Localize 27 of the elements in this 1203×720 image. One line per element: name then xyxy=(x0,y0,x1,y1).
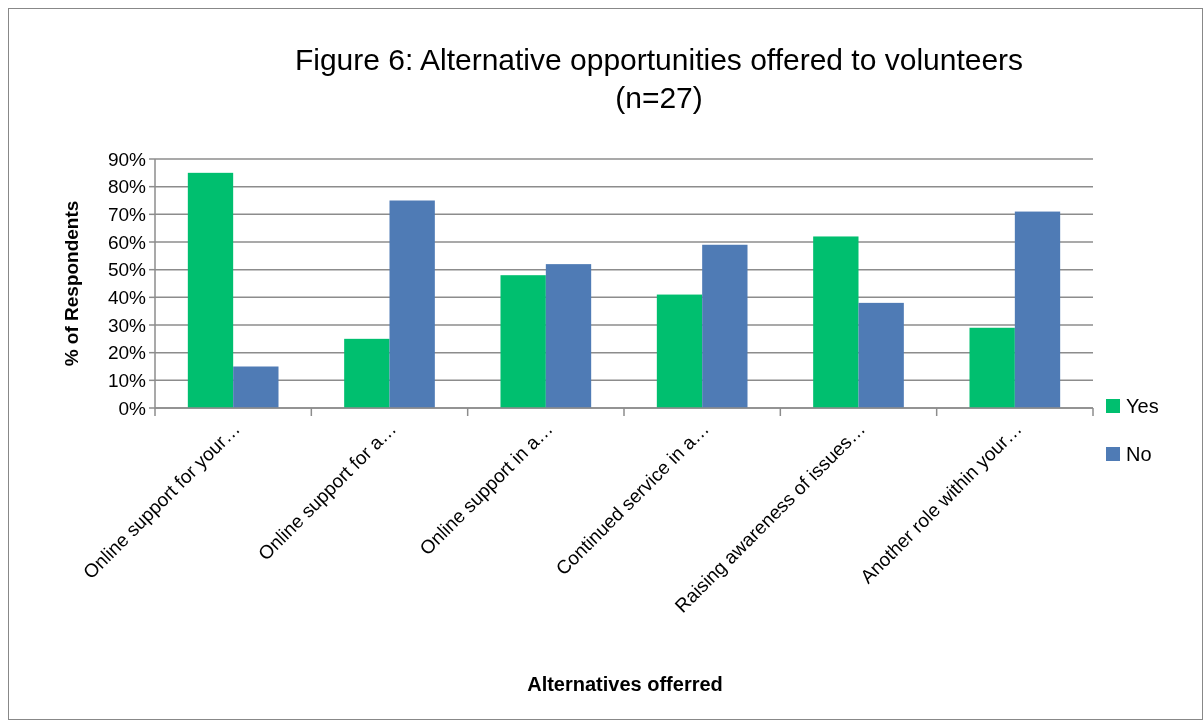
bar xyxy=(969,327,1015,408)
bar xyxy=(545,264,592,408)
bar xyxy=(389,200,435,408)
y-tick-label: 20% xyxy=(107,342,147,364)
x-axis-title: Alternatives offerred xyxy=(527,673,723,695)
legend-label: No xyxy=(1126,443,1152,465)
y-tick-label: 80% xyxy=(107,176,147,198)
bar xyxy=(500,275,546,408)
y-tick-label: 60% xyxy=(107,231,147,253)
y-tick-label: 90% xyxy=(107,148,147,170)
bar xyxy=(813,236,859,408)
y-tick-label: 30% xyxy=(107,314,147,336)
bar xyxy=(187,172,234,408)
y-tick-label: 70% xyxy=(107,203,147,225)
chart-title: Figure 6: Alternative opportunities offered to volunteers (n=27) xyxy=(294,43,1024,114)
legend-label: Yes xyxy=(1126,395,1159,417)
bar xyxy=(1014,211,1061,408)
bar xyxy=(233,366,279,408)
y-tick-label: 0% xyxy=(118,397,147,419)
y-axis-title: % of Respondents xyxy=(61,200,82,367)
y-tick-label: 40% xyxy=(107,286,147,308)
bar xyxy=(702,244,748,408)
bar xyxy=(344,338,390,408)
bar xyxy=(656,294,703,408)
y-tick-label: 10% xyxy=(107,369,147,391)
bar xyxy=(858,302,904,408)
y-tick-label: 50% xyxy=(107,259,147,281)
